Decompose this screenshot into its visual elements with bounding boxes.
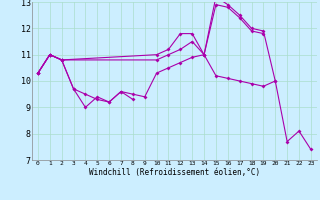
X-axis label: Windchill (Refroidissement éolien,°C): Windchill (Refroidissement éolien,°C) [89, 168, 260, 177]
